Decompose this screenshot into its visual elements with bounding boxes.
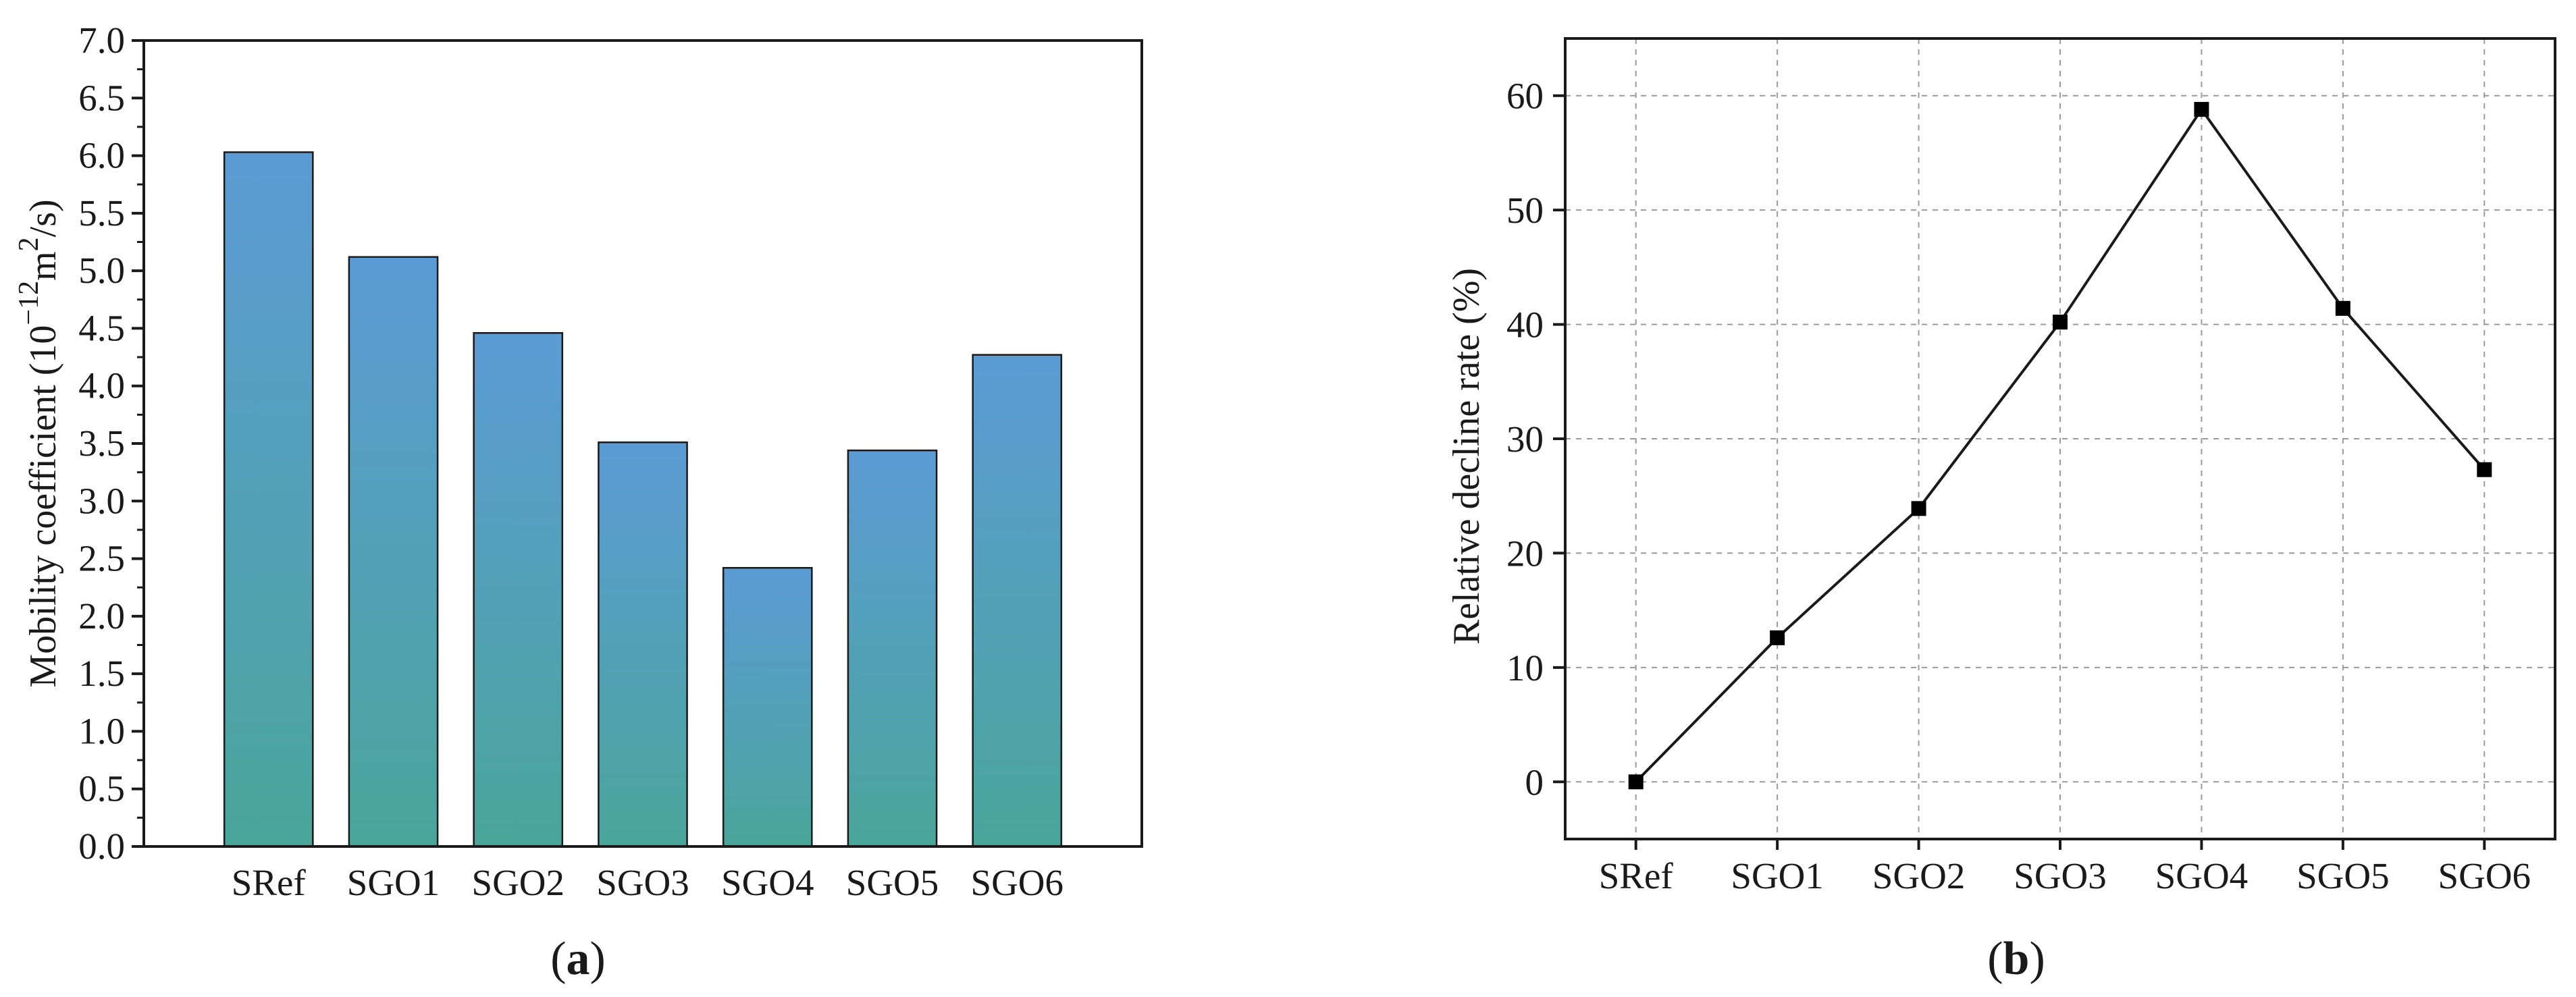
bar	[847, 449, 938, 848]
x-tick-label: SGO1	[1731, 855, 1824, 896]
panel-label-b: (b)	[1987, 933, 2045, 985]
x-axis-tick-labels: SRef SGO1 SGO2 SGO3 SGO4 SGO5 SGO6	[232, 862, 1063, 903]
y-tick-label: 4.5	[78, 307, 125, 348]
x-tick-label: SGO3	[596, 862, 689, 903]
bar	[348, 256, 439, 848]
bar	[473, 332, 564, 848]
x-axis-tick-labels: SRef SGO1 SGO2 SGO3 SGO4 SGO5 SGO6	[1599, 839, 2531, 896]
y-axis-label-exponent: −12	[14, 281, 45, 325]
y-axis-label-suffix: /s)	[22, 199, 64, 237]
y-tick-label: 6.0	[78, 135, 125, 176]
x-tick-label: SGO6	[2438, 855, 2531, 896]
y-axis-label-prefix: Mobility coefficient (10	[22, 325, 64, 688]
bar-chart-panel: 0.0 0.5 1.0 1.5 2.0 2.5 3.0 3.5 4.0 4.5 5.0 5.5 6.0 6…	[14, 20, 1143, 985]
y-tick-label: 5.0	[78, 250, 125, 291]
plot-frame	[142, 39, 1143, 848]
y-axis-ticks: 0 10 20 30 40 50 60	[1506, 76, 1565, 803]
y-tick-label: 1.5	[78, 653, 125, 694]
y-axis-label: Mobility coefficient (10−12m2/s)	[14, 199, 64, 687]
x-tick-label: SRef	[1599, 855, 1674, 896]
bar	[972, 354, 1063, 848]
x-tick-label: SGO4	[2155, 855, 2249, 896]
y-tick-label: 5.5	[78, 192, 125, 234]
bar	[598, 441, 688, 848]
x-tick-label: SGO2	[1872, 855, 1966, 896]
y-axis-label-unit-exponent: 2	[14, 237, 45, 251]
data-markers	[1628, 102, 2492, 790]
x-tick-label: SGO4	[721, 862, 814, 903]
y-axis-label-unit: m	[22, 251, 64, 281]
y-tick-label: 3.0	[78, 480, 125, 521]
bar	[722, 566, 813, 848]
x-tick-label: SGO1	[347, 862, 440, 903]
plot-frame	[1564, 37, 2556, 840]
y-tick-label: 6.5	[78, 77, 125, 118]
x-tick-label: SGO5	[846, 862, 939, 903]
y-tick-label: 3.5	[78, 423, 125, 464]
panel-label-b-letter: b	[2003, 933, 2030, 985]
y-tick-label: 50	[1506, 190, 1544, 231]
data-point	[1911, 501, 1926, 516]
x-tick-label: SGO6	[970, 862, 1063, 903]
y-tick-label: 20	[1506, 533, 1544, 574]
data-point	[1628, 774, 1644, 790]
y-tick-label: 40	[1506, 304, 1544, 346]
grid	[1565, 38, 2555, 839]
y-axis-label: Relative decline rate (%)	[1446, 268, 1488, 645]
y-tick-label: 0	[1525, 761, 1544, 803]
y-tick-label: 4.0	[78, 365, 125, 406]
x-tick-label: SGO2	[471, 862, 564, 903]
y-tick-label: 0.5	[78, 768, 125, 809]
y-axis-ticks: 0.0 0.5 1.0 1.5 2.0 2.5 3.0 3.5 4.0 4.5 5.0 5.5 6.0 6…	[78, 20, 144, 867]
line-chart-panel: 0 10 20 30 40 50 60 SRef SGO1 SGO2 SGO3 SGO4 SGO5 SG…	[1446, 37, 2556, 985]
x-tick-label: SRef	[232, 862, 307, 903]
data-point	[2194, 102, 2209, 117]
y-tick-label: 10	[1506, 647, 1544, 689]
data-point	[2477, 462, 2492, 477]
y-tick-label: 0.0	[78, 826, 125, 867]
y-tick-label: 2.5	[78, 538, 125, 579]
y-tick-label: 7.0	[78, 20, 125, 61]
bars	[223, 151, 1063, 848]
data-point	[2053, 315, 2068, 330]
data-point	[2335, 300, 2350, 316]
x-tick-label: SGO5	[2296, 855, 2390, 896]
panel-label-a-letter: a	[567, 933, 590, 985]
y-tick-label: 2.0	[78, 595, 125, 637]
bar	[223, 151, 314, 848]
y-tick-label: 60	[1506, 76, 1544, 117]
y-tick-label: 30	[1506, 419, 1544, 460]
x-tick-label: SGO3	[2014, 855, 2107, 896]
data-point	[1770, 630, 1785, 645]
panel-label-a: (a)	[550, 933, 606, 985]
y-tick-label: 1.0	[78, 710, 125, 751]
